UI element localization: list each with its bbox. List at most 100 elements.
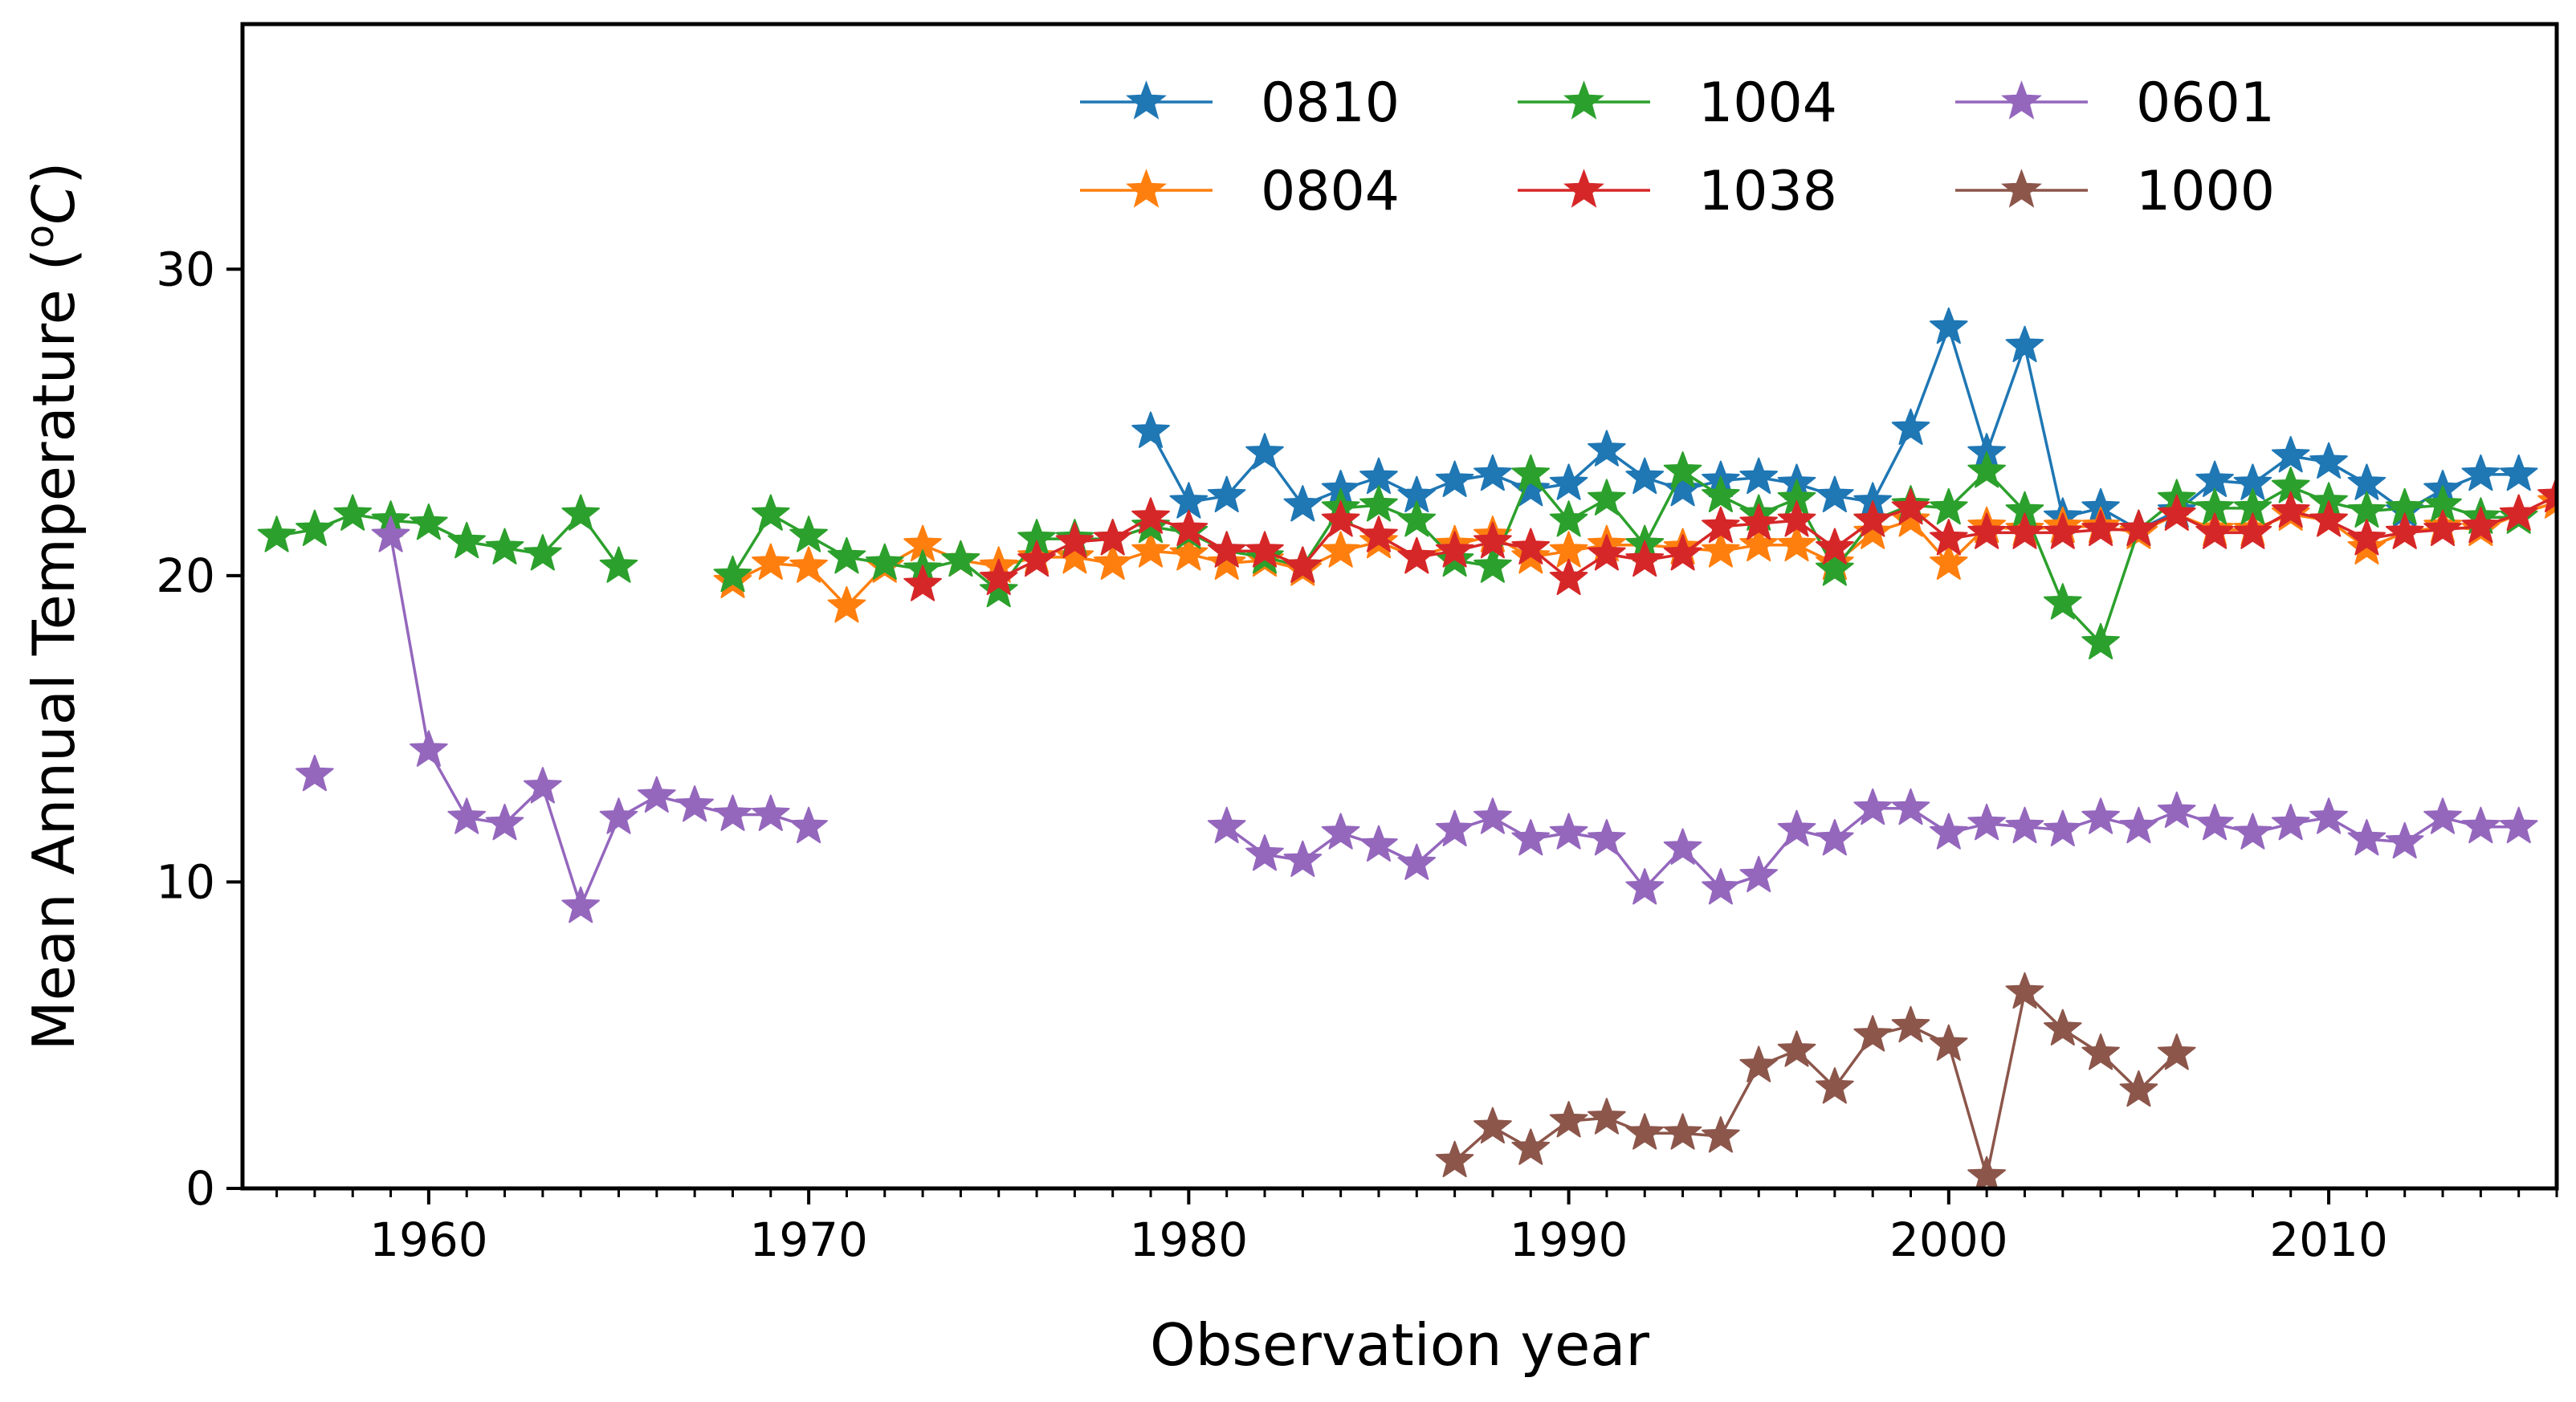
legend-marker [2000,169,2043,208]
series-0601 [296,516,2538,923]
x-axis-title: Observation year [1150,1311,1649,1379]
data-point [1891,500,1930,537]
legend-marker [2000,80,2043,120]
data-point [1511,470,1551,507]
data-point [903,564,942,601]
legend: 0810 0804 1004 1038 0601 1000 [1080,71,2275,223]
series-1038 [903,475,2557,601]
data-point [1283,485,1323,522]
plot-data-layer [257,307,2557,1188]
data-point [1739,503,1778,540]
data-point [2499,494,2538,531]
y-axis-title-text: Mean Annual Temperature [20,289,88,1050]
data-point [1283,546,1323,583]
data-point [1055,521,1094,559]
data-point [485,528,524,564]
data-point [1663,451,1702,488]
data-point [752,794,790,831]
data-point [2157,791,2196,829]
data-point [752,543,790,580]
data-point [941,540,980,577]
data-point [1549,463,1588,500]
data-point [1588,479,1626,516]
axes-layer: 1960 1970 1980 1990 2000 2010 0 10 20 30 [156,242,2558,1267]
data-point [2157,494,2196,531]
data-point [2309,500,2348,537]
data-point [1435,460,1474,497]
data-point [1588,819,1626,856]
data-point [1816,528,1854,564]
series-line-1004 [276,512,620,568]
data-point [1891,1005,1930,1043]
data-point [1967,512,2006,549]
data-point [1359,516,1398,552]
data-point [333,494,373,531]
data-point [1588,534,1626,571]
data-point [1739,457,1778,495]
data-point [1702,531,1740,568]
y-axis-unit: C [20,184,88,225]
data-point [2423,797,2462,834]
data-point [447,797,486,834]
data-point [1511,819,1551,856]
data-point [1245,531,1284,568]
data-point [524,767,562,804]
x-tick-label: 1990 [1510,1212,1628,1267]
data-point [1511,454,1551,491]
data-point [865,543,904,580]
data-point [2461,454,2501,491]
data-point [2119,1070,2158,1107]
data-point [599,546,638,583]
data-point [2271,436,2310,473]
legend-label: 1004 [1698,71,1837,135]
data-point [827,586,866,623]
legend-marker [1125,169,1168,208]
data-point [1017,540,1056,577]
data-point [2044,1009,2082,1045]
data-point [561,886,600,923]
data-point [1245,433,1284,470]
series-1000 [1435,972,2196,1188]
data-point [1283,840,1323,878]
data-point [1625,868,1665,905]
data-point [1473,797,1512,834]
data-point [2157,1033,2196,1070]
data-point [1321,500,1360,537]
data-point [979,570,1018,608]
data-point [410,730,448,767]
data-point [296,754,334,792]
data-point [1549,558,1588,596]
data-point [1930,813,1968,850]
x-tick-label: 1980 [1130,1212,1249,1267]
data-point [1549,500,1588,537]
legend-item-0601: 0601 [1955,71,2275,135]
data-point [2499,454,2538,491]
data-point [2461,806,2501,844]
data-point [1891,788,1930,825]
data-point [1663,828,1702,865]
legend-label: 0601 [2136,71,2275,135]
data-point [257,516,296,552]
data-point [2385,821,2424,859]
data-point [1663,1113,1702,1150]
data-point [2347,819,2386,856]
data-point [1853,500,1892,537]
data-point [2005,325,2044,363]
data-point [485,803,524,841]
legend-item-1038: 1038 [1518,160,1837,223]
data-point [2195,512,2234,549]
data-point [2309,797,2348,834]
data-point [1473,1107,1512,1144]
data-point [1816,549,1854,586]
data-point [752,494,790,531]
legend-marker [1125,80,1168,120]
data-point [1702,1116,1740,1153]
data-point [1093,519,1132,556]
data-point [1663,534,1702,571]
data-point [561,494,600,531]
data-point [1245,834,1284,871]
x-tick-label: 2010 [2269,1212,2388,1267]
data-point [1777,500,1816,537]
data-point [2385,512,2424,549]
